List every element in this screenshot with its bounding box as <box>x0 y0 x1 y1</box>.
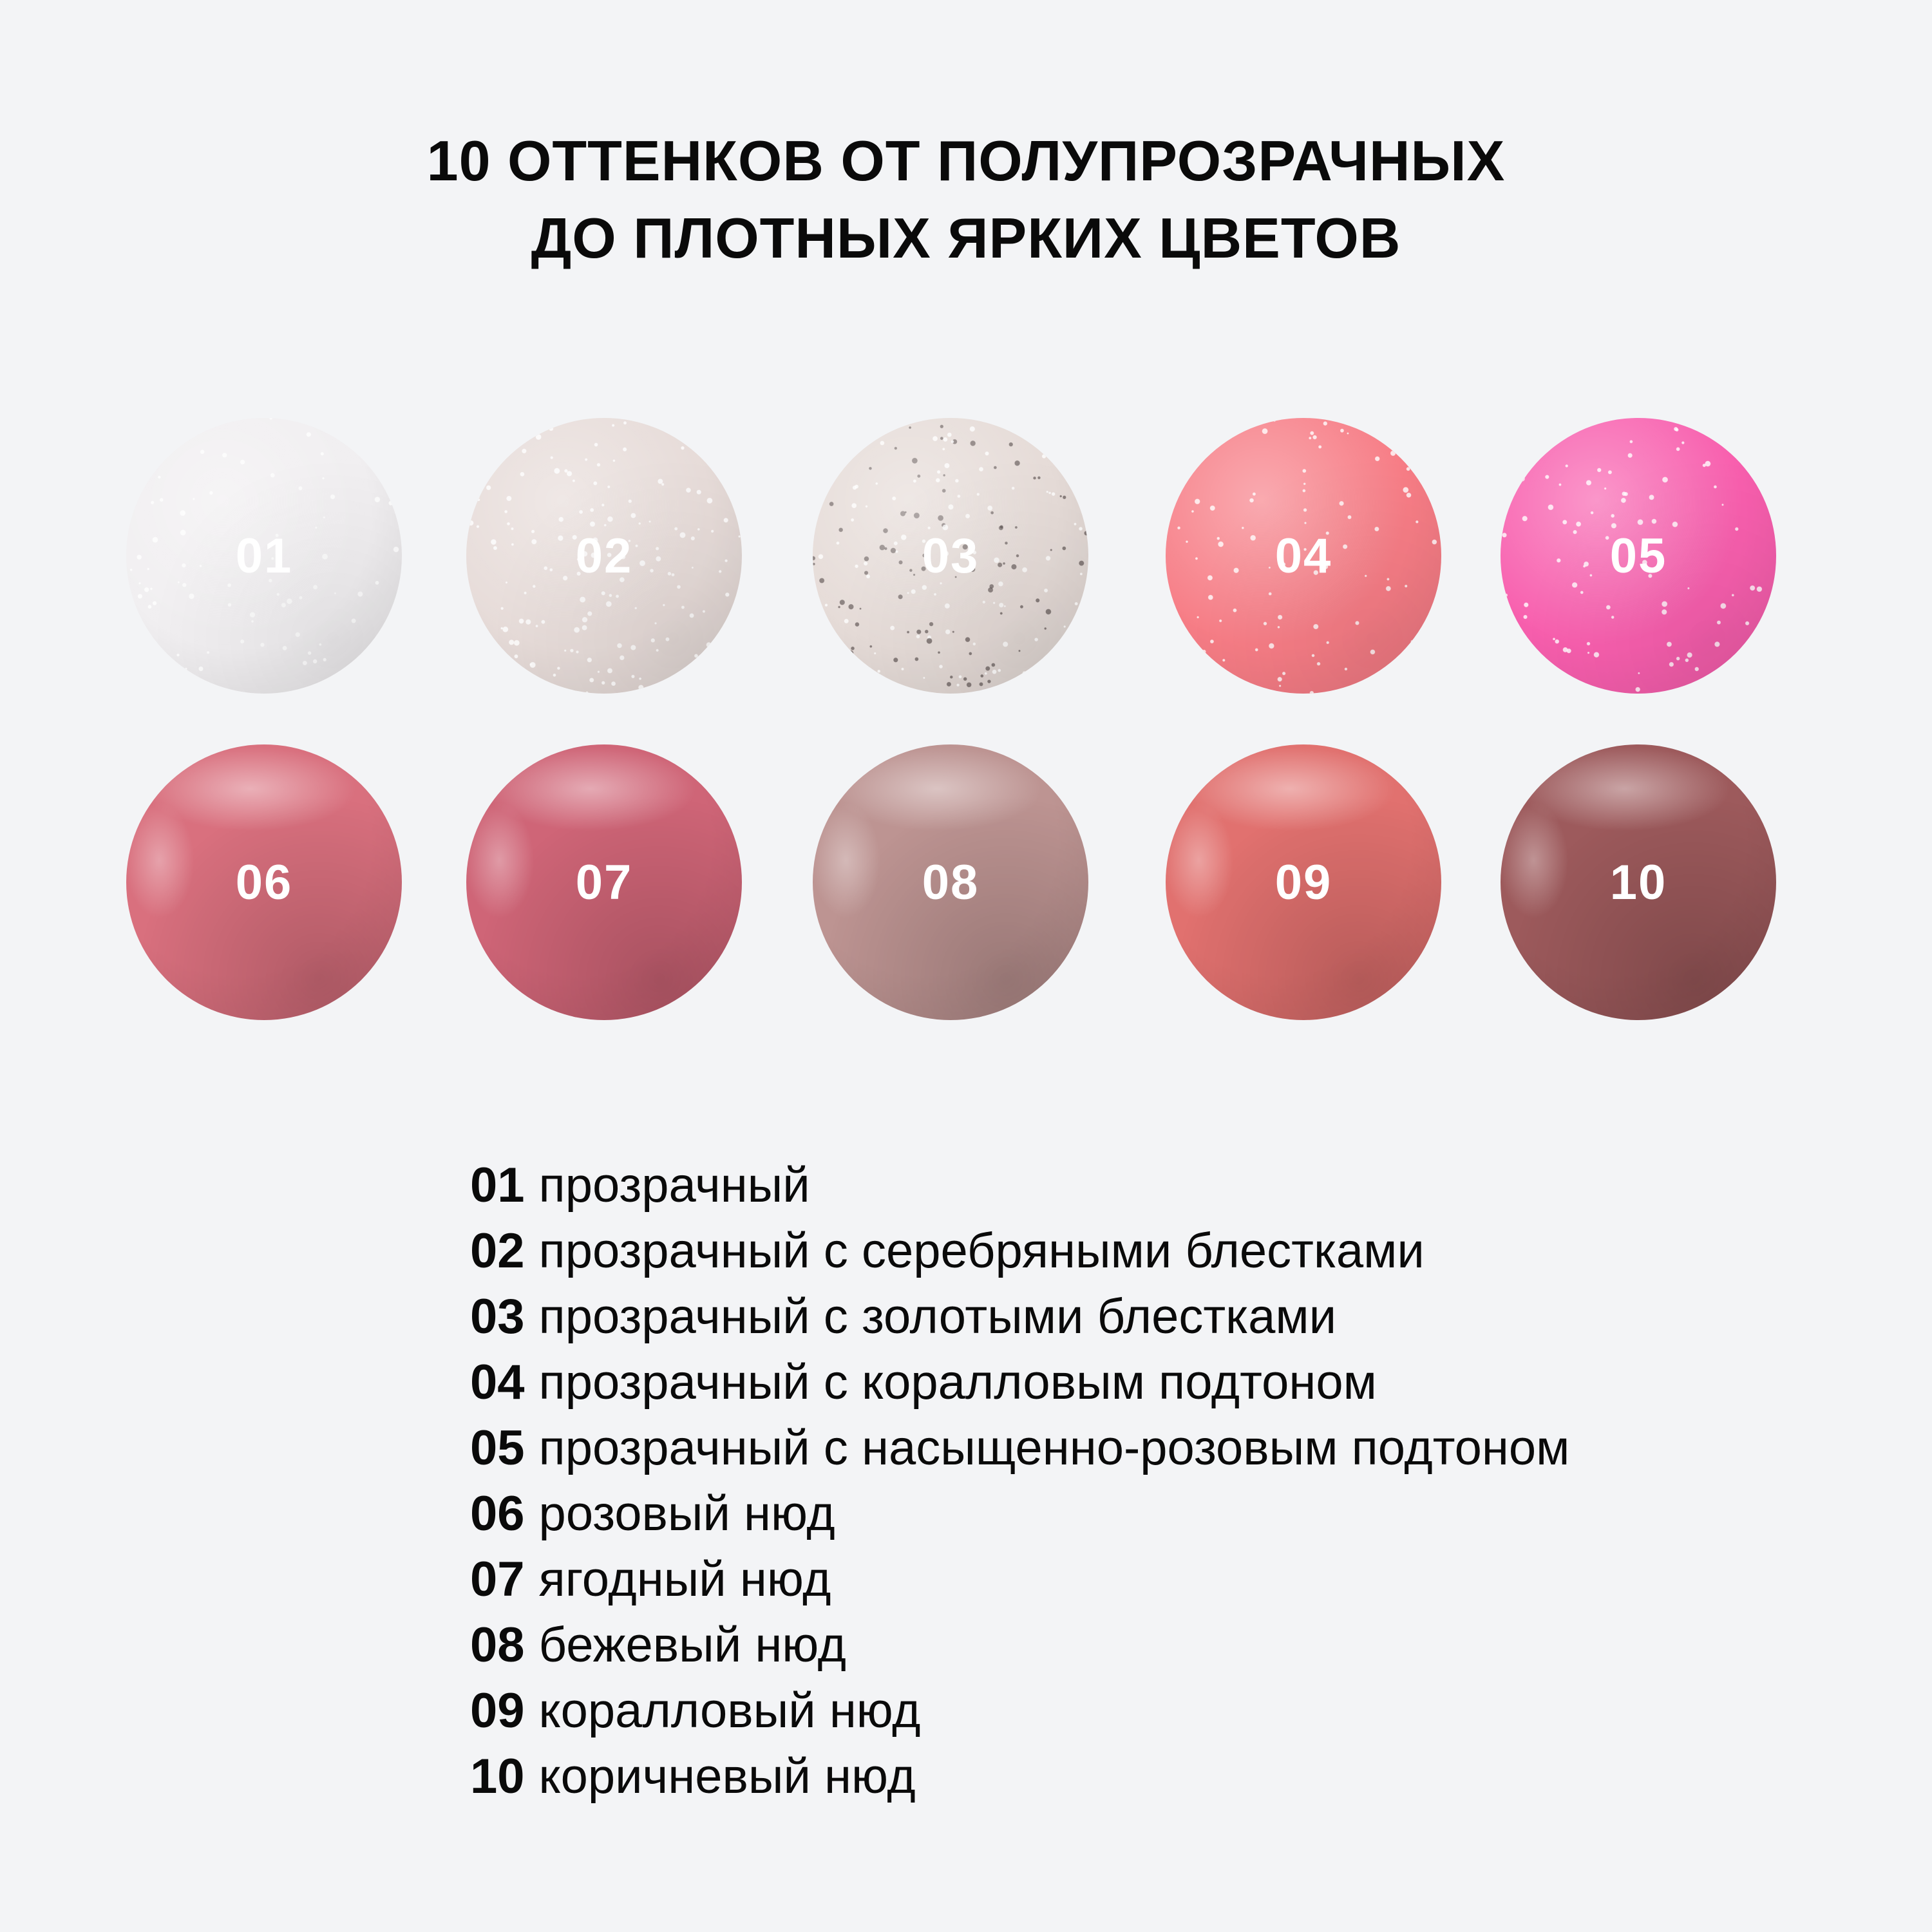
shade-swatch-07: 07 <box>466 744 742 1020</box>
swatch-number: 02 <box>575 528 633 583</box>
legend-item: 08 бежевый нюд <box>470 1613 1569 1678</box>
legend-code: 08 <box>470 1618 525 1672</box>
shade-swatch-04: 04 <box>1166 418 1441 694</box>
swatch-number: 05 <box>1609 528 1667 583</box>
swatch-number: 03 <box>922 528 980 583</box>
swatch-number: 06 <box>235 855 293 910</box>
legend-description: розовый нюд <box>538 1486 835 1541</box>
legend-code: 03 <box>470 1289 525 1344</box>
legend-code: 10 <box>470 1749 525 1804</box>
legend-description: коралловый нюд <box>538 1683 921 1738</box>
page-title: 10 ОТТЕНКОВ ОТ ПОЛУПРОЗРАЧНЫХ ДО ПЛОТНЫХ… <box>0 122 1932 277</box>
shade-swatch-09: 09 <box>1166 744 1441 1020</box>
legend-item: 09 коралловый нюд <box>470 1678 1569 1744</box>
shade-legend-list: 01 прозрачный 02 прозрачный с серебряными … <box>470 1153 1569 1810</box>
legend-code: 06 <box>470 1486 525 1541</box>
swatch-number: 10 <box>1609 855 1667 910</box>
legend-item: 03 прозрачный с золотыми блестками <box>470 1284 1569 1350</box>
shade-swatch-10: 10 <box>1501 744 1776 1020</box>
legend-code: 01 <box>470 1158 525 1213</box>
legend-description: прозрачный с коралловым подтоном <box>538 1355 1377 1410</box>
legend-item: 01 прозрачный <box>470 1153 1569 1218</box>
shade-swatch-03: 03 <box>813 418 1088 694</box>
swatch-number: 09 <box>1274 855 1332 910</box>
legend-item: 07 ягодный нюд <box>470 1547 1569 1613</box>
swatch-number: 01 <box>235 528 293 583</box>
swatch-number: 04 <box>1274 528 1332 583</box>
shade-swatch-02: 02 <box>466 418 742 694</box>
title-line-1: 10 ОТТЕНКОВ ОТ ПОЛУПРОЗРАЧНЫХ <box>426 129 1506 193</box>
legend-item: 02 прозрачный с серебряными блестками <box>470 1218 1569 1284</box>
legend-description: ягодный нюд <box>538 1552 831 1607</box>
legend-code: 05 <box>470 1421 525 1475</box>
legend-item: 05 прозрачный с насыщенно-розовым подтоно… <box>470 1416 1569 1481</box>
legend-item: 04 прозрачный с коралловым подтоном <box>470 1350 1569 1416</box>
shade-swatch-06: 06 <box>126 744 402 1020</box>
legend-code: 09 <box>470 1683 525 1738</box>
legend-description: прозрачный с насыщенно-розовым подтоном <box>538 1421 1570 1475</box>
legend-description: прозрачный с золотыми блестками <box>538 1289 1337 1344</box>
legend-description: прозрачный <box>538 1158 810 1213</box>
legend-description: прозрачный с серебряными блестками <box>538 1224 1425 1278</box>
swatch-number: 07 <box>575 855 633 910</box>
legend-code: 02 <box>470 1224 525 1278</box>
legend-item: 06 розовый нюд <box>470 1481 1569 1547</box>
legend-item: 10 коричневый нюд <box>470 1744 1569 1810</box>
legend-code: 07 <box>470 1552 525 1607</box>
shade-swatch-05: 05 <box>1501 418 1776 694</box>
shade-swatch-grid: 01 02 03 04 05 06 07 08 09 10 <box>126 418 1776 1020</box>
legend-description: бежевый нюд <box>538 1618 846 1672</box>
legend-code: 04 <box>470 1355 525 1410</box>
legend-description: коричневый нюд <box>538 1749 916 1804</box>
shade-swatch-01: 01 <box>126 418 402 694</box>
title-line-2: ДО ПЛОТНЫХ ЯРКИХ ЦВЕТОВ <box>531 206 1401 270</box>
swatch-number: 08 <box>922 855 980 910</box>
shade-swatch-08: 08 <box>813 744 1088 1020</box>
